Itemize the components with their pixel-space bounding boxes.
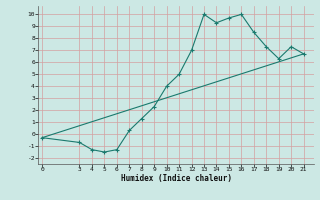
X-axis label: Humidex (Indice chaleur): Humidex (Indice chaleur) <box>121 174 231 183</box>
